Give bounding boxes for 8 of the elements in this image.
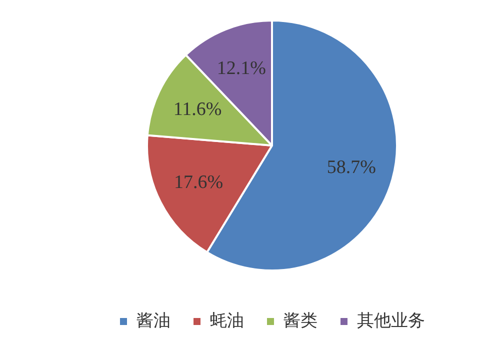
legend-label: 酱油	[136, 310, 170, 331]
legend-label: 其他业务	[357, 310, 425, 331]
data-label: 58.7%	[326, 156, 376, 178]
data-label: 11.6%	[173, 98, 222, 120]
data-label: 12.1%	[216, 58, 266, 79]
legend-label: 酱类	[284, 310, 318, 331]
data-label: 17.6%	[174, 172, 224, 193]
legend-label: 蚝油	[210, 310, 244, 331]
